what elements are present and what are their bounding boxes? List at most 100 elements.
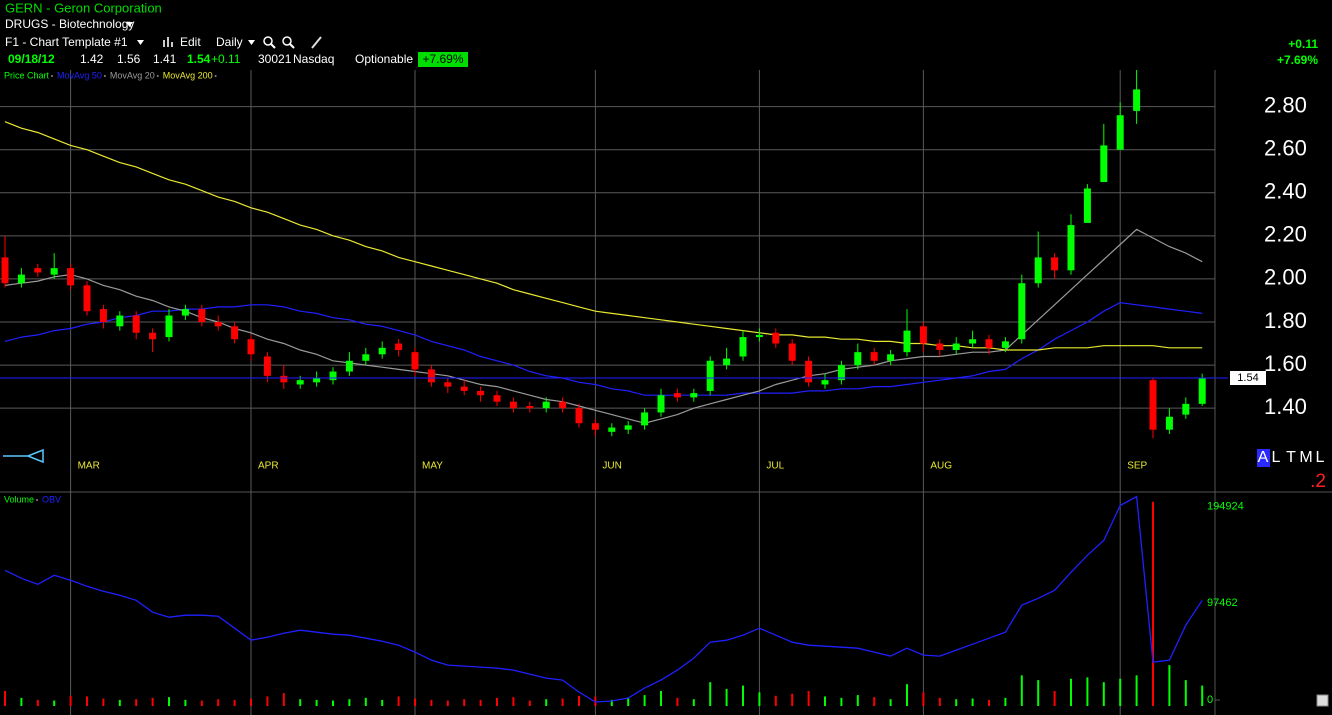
- template-menu[interactable]: F1 - Chart Template #1: [5, 35, 128, 49]
- dropdown-arrow[interactable]: [248, 40, 255, 45]
- candle-body: [1116, 115, 1124, 150]
- candle-body: [395, 343, 403, 350]
- candle-body: [575, 408, 583, 424]
- candle-body: [673, 393, 681, 398]
- dropdown-arrow[interactable]: [137, 40, 144, 45]
- draw-icon[interactable]: [311, 36, 322, 49]
- edit-button[interactable]: Edit: [180, 35, 201, 49]
- volume-bar: [791, 693, 794, 706]
- x-tick-label: MAR: [78, 461, 100, 472]
- x-tick-label: APR: [258, 461, 279, 472]
- candle-body: [263, 356, 271, 376]
- quote-close: 1.54: [187, 52, 211, 66]
- scroll-box[interactable]: [1316, 694, 1329, 707]
- volume-bar: [528, 700, 531, 706]
- volume-bar: [758, 692, 761, 706]
- legend-entry: Price Chart: [4, 70, 50, 80]
- candle-body: [854, 352, 862, 366]
- candle-body: [608, 427, 616, 432]
- volume-bar: [561, 698, 564, 706]
- volume-bar: [184, 699, 187, 706]
- candle-body: [559, 401, 567, 409]
- candle-body: [83, 285, 91, 312]
- volume-bar: [856, 695, 859, 706]
- zoom-out-icon[interactable]: [282, 36, 295, 49]
- y-tick-label: 2.20: [1264, 222, 1307, 247]
- zoom-in-icon[interactable]: [263, 36, 276, 49]
- candle-body: [1165, 416, 1173, 430]
- candle-body: [542, 401, 550, 409]
- control[interactable]: M: [1299, 449, 1312, 466]
- volume-bar: [807, 691, 810, 706]
- candle-body: [198, 309, 206, 322]
- volume-bar: [971, 698, 974, 706]
- candle-body: [329, 371, 337, 381]
- x-tick-label: SEP: [1127, 461, 1147, 472]
- volume-bar: [151, 697, 154, 706]
- candle-body: [362, 354, 370, 361]
- y-tick-label: 2.40: [1264, 179, 1307, 204]
- volume-bar: [742, 685, 744, 706]
- volume-bar: [660, 691, 662, 706]
- control[interactable]: L: [1272, 449, 1281, 466]
- candle-body: [706, 360, 714, 391]
- last-price-box: [1230, 371, 1266, 385]
- moving-average-line: [4, 301, 1203, 396]
- x-tick-label: JUN: [602, 461, 621, 472]
- bars-icon[interactable]: [163, 37, 173, 47]
- y-tick-label: 1.40: [1264, 394, 1307, 419]
- volume-bar: [1168, 665, 1171, 706]
- legend-entry: Volume: [4, 494, 34, 504]
- dropdown-arrow[interactable]: [126, 22, 133, 27]
- volume-bar: [135, 699, 138, 706]
- candle-body: [788, 343, 796, 361]
- moving-average-line: [4, 121, 1203, 351]
- volume-bar: [774, 695, 777, 706]
- control[interactable]: L: [1316, 449, 1325, 466]
- candle-body: [460, 386, 468, 391]
- candle-body: [34, 268, 42, 273]
- candle-body: [1083, 188, 1091, 223]
- volume-bar: [988, 699, 990, 706]
- control[interactable]: A: [1258, 449, 1269, 466]
- volume-bar: [578, 695, 580, 706]
- candle-body: [231, 326, 239, 340]
- volume-bar: [594, 696, 597, 706]
- volume-bar: [725, 688, 728, 706]
- volume-bar: [1037, 680, 1040, 706]
- volume-bar: [1201, 685, 1204, 706]
- candle-body: [149, 332, 157, 340]
- volume-bar: [397, 696, 400, 706]
- volume-bar: [200, 700, 203, 706]
- volume-bar: [1086, 677, 1089, 706]
- candle-body: [1, 257, 9, 284]
- volume-bar: [53, 700, 56, 706]
- candle-body: [526, 406, 534, 409]
- candle-body: [116, 315, 124, 327]
- candle-body: [919, 326, 927, 344]
- control-highlight[interactable]: [1257, 449, 1270, 467]
- volume-bar: [4, 691, 6, 706]
- volume-bar: [20, 697, 23, 706]
- volume-bar: [414, 698, 416, 706]
- industry[interactable]: DRUGS - Biotechnology: [5, 17, 134, 31]
- volume-bar: [545, 699, 548, 706]
- volume-bar: [102, 698, 105, 706]
- control[interactable]: T: [1286, 449, 1296, 466]
- candle-body: [821, 380, 829, 385]
- volume-bar: [709, 682, 712, 706]
- x-tick-label: AUG: [930, 461, 952, 472]
- candle-body: [1051, 257, 1059, 271]
- candle-body: [214, 322, 222, 327]
- volume-bar: [955, 699, 958, 706]
- scroll-arrow[interactable]: [3, 448, 44, 464]
- volume-bar: [118, 699, 121, 706]
- zoom-level: .2: [1310, 471, 1326, 492]
- quote-change: +0.11: [211, 52, 241, 66]
- period-menu[interactable]: Daily: [216, 35, 243, 49]
- y-tick-label: 1.60: [1264, 351, 1307, 376]
- volume-bar: [1152, 501, 1154, 706]
- quote-high: 1.56: [117, 52, 141, 66]
- legend-separator: [103, 75, 106, 77]
